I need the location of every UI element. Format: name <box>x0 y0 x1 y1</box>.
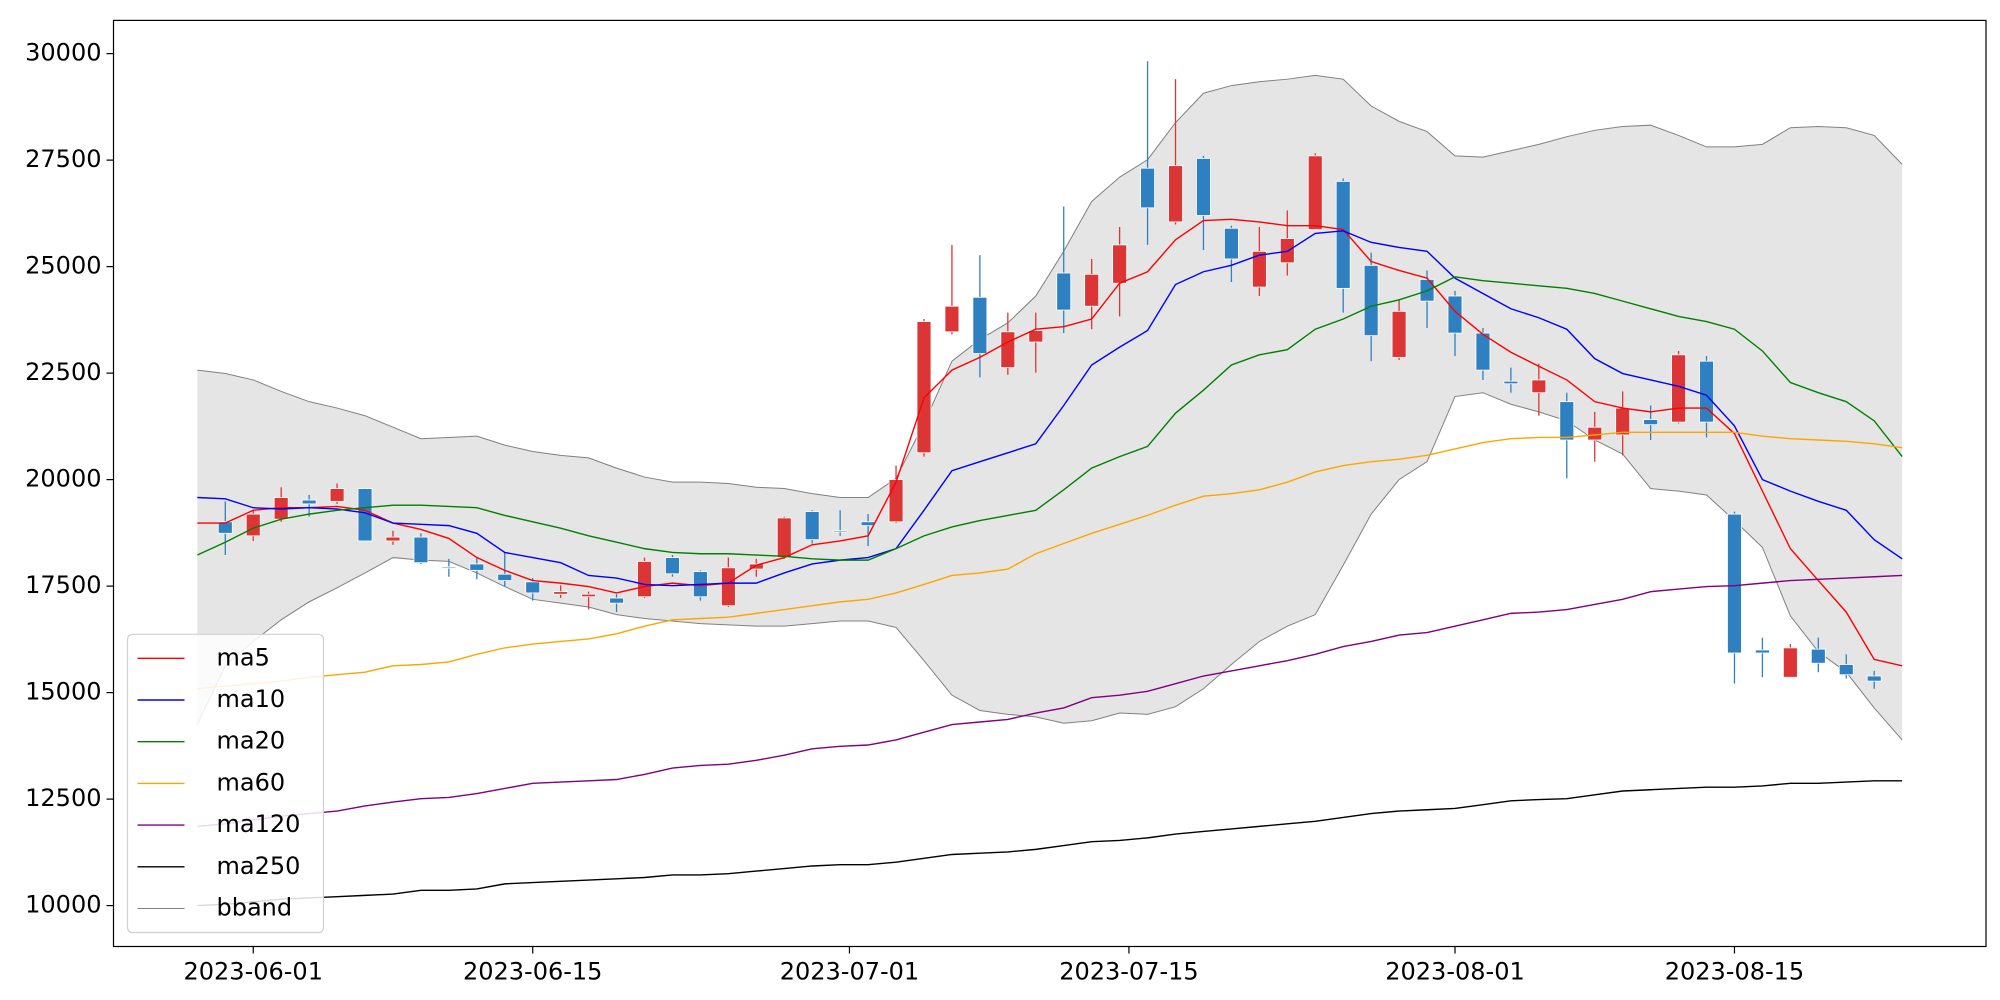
candle-body <box>888 479 904 523</box>
candle-body <box>776 517 792 558</box>
candle-body <box>525 581 541 594</box>
candle-body <box>916 321 932 454</box>
x-tick-label: 2023-08-15 <box>1665 958 1804 986</box>
legend-label: ma10 <box>217 685 286 713</box>
y-tick-label: 27500 <box>25 145 101 173</box>
legend-box <box>126 633 325 934</box>
candle-body <box>1363 264 1379 337</box>
candle-body <box>1028 330 1044 343</box>
candle-body <box>385 536 401 542</box>
plot-area <box>196 61 1903 907</box>
candle-body <box>1056 272 1072 311</box>
candle-body <box>329 488 345 502</box>
candle-body <box>217 521 233 534</box>
candle-body <box>972 296 988 354</box>
legend: ma5 ma10 ma20 ma60 ma120 ma250 bband <box>126 633 325 934</box>
candle-body <box>1643 419 1659 426</box>
x-tick-label: 2023-07-01 <box>780 958 919 986</box>
candle-body <box>1699 360 1714 423</box>
candle-body <box>748 563 764 570</box>
candle-body <box>804 511 820 541</box>
plot-frame <box>112 19 1987 948</box>
candle-body <box>1084 273 1100 307</box>
x-tick-label: 2023-06-01 <box>183 958 322 986</box>
candle-body <box>1559 401 1575 441</box>
candle-body <box>832 530 848 533</box>
candle-body <box>1503 380 1519 385</box>
ma-line <box>197 431 1903 690</box>
candle-body <box>1168 165 1183 223</box>
candle-body <box>637 561 652 598</box>
candle-body <box>441 566 457 569</box>
candle-body <box>1755 649 1770 654</box>
candle-body <box>301 499 317 505</box>
ma-line <box>197 780 1903 907</box>
candle-body <box>1866 675 1882 682</box>
legend-label: ma120 <box>217 810 301 838</box>
x-tick-label: 2023-08-01 <box>1385 958 1524 986</box>
candle-body <box>1112 244 1128 284</box>
ma-line <box>197 574 1903 828</box>
candle-body <box>1307 155 1323 230</box>
candle-body <box>1335 181 1351 289</box>
candle-body <box>665 557 680 575</box>
y-tick-label: 10000 <box>25 891 101 919</box>
y-tick-label: 15000 <box>25 678 101 706</box>
legend-label: ma250 <box>217 852 301 880</box>
y-tick-label: 12500 <box>25 784 101 812</box>
legend-label: ma5 <box>217 643 270 671</box>
candle-body <box>1587 426 1603 441</box>
candle-body <box>944 305 960 333</box>
band-lower <box>196 392 1903 741</box>
ma-line <box>197 218 1903 667</box>
candle-body <box>553 591 569 595</box>
candle-body <box>581 593 596 598</box>
candle-body <box>1727 513 1742 654</box>
candle-body <box>1000 331 1016 368</box>
legend-label: ma20 <box>217 727 286 755</box>
ma-line <box>197 276 1903 561</box>
ma-line <box>197 230 1903 587</box>
y-tick-label: 30000 <box>25 39 101 67</box>
legend-label: bband <box>217 894 293 922</box>
band-fill <box>197 75 1903 740</box>
candle-body <box>1531 379 1547 394</box>
candle-body <box>720 567 736 607</box>
candle-body <box>1838 664 1854 676</box>
candle-body <box>413 536 429 564</box>
candle-body <box>1447 295 1463 334</box>
x-tick-label: 2023-07-15 <box>1059 958 1198 986</box>
candle-body <box>1782 647 1798 678</box>
y-tick-label: 20000 <box>25 465 101 493</box>
candle-body <box>497 573 513 581</box>
y-tick-label: 17500 <box>25 571 101 599</box>
candle-body <box>1196 158 1211 216</box>
candle-body <box>1475 332 1491 371</box>
y-tick-label: 25000 <box>25 252 101 280</box>
candle-body <box>245 513 261 537</box>
candle-body <box>1615 407 1631 436</box>
candle-body <box>609 597 624 604</box>
candle-body <box>1224 227 1239 260</box>
band-upper <box>197 74 1903 499</box>
candle-body <box>1140 167 1155 209</box>
legend-label: ma60 <box>217 768 286 796</box>
candle-body <box>1251 250 1267 288</box>
candle-body <box>469 563 485 571</box>
y-tick-label: 22500 <box>25 358 101 386</box>
candle-body <box>1810 648 1826 664</box>
x-tick-label: 2023-06-15 <box>463 958 602 986</box>
candle-body <box>1391 310 1407 358</box>
